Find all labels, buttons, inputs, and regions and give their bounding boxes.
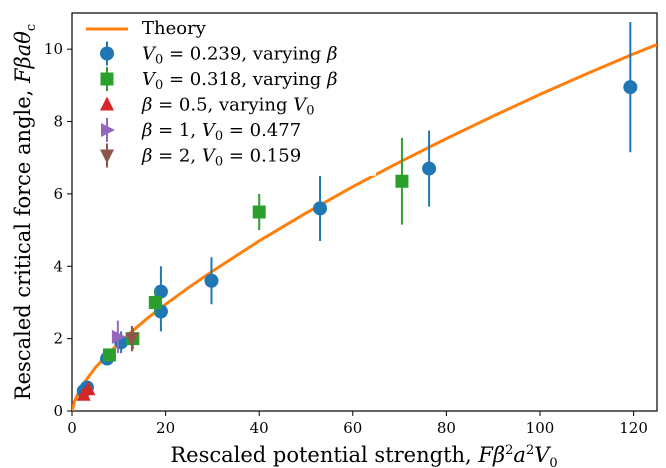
legend-theory-label: Theory [142,18,207,39]
y-tick-label: 2 [53,330,63,348]
x-tick-label: 20 [156,419,175,437]
x-tick-label: 100 [526,419,555,437]
x-tick-label: 0 [67,419,77,437]
data-point [313,201,328,216]
y-tick-label: 0 [53,402,63,420]
x-tick-label: 80 [437,419,456,437]
legend-label-1: V0 = 0.239, varying β [142,44,337,68]
series-4 [111,320,126,354]
x-axis-label: Rescaled potential strength, Fβ2a2V0 [170,443,557,468]
y-axis-label: Rescaled critical force angle, Fβaθc [11,24,39,400]
data-point [395,174,409,188]
legend-label-2: V0 = 0.318, varying β [142,69,337,93]
data-point [252,205,266,219]
data-point [124,332,139,347]
legend-label-5: β = 2, V0 = 0.159 [141,146,301,170]
x-tick-label: 40 [250,419,269,437]
y-tick-label: 6 [53,185,63,203]
data-point [153,284,168,299]
series-3 [76,381,96,401]
legend-marker [101,123,115,137]
data-point [623,80,638,95]
data-point [204,273,219,288]
data-point [81,381,96,396]
legend-label-3: β = 0.5, varying V0 [141,95,315,119]
series-5 [124,325,139,352]
data-point [422,161,437,176]
y-tick-label: 4 [53,257,63,275]
legend-marker [100,96,114,111]
data-point [111,329,126,344]
legend-box [80,16,376,176]
y-tick-label: 10 [44,40,63,58]
x-tick-label: 120 [619,419,648,437]
legend-marker [100,46,114,61]
legend-marker [100,72,114,86]
data-point [148,295,162,309]
legend-label-4: β = 1, V0 = 0.477 [141,120,301,144]
y-tick-label: 8 [53,113,63,131]
legend-marker [100,149,114,164]
data-point [102,348,116,362]
x-tick-label: 60 [343,419,362,437]
